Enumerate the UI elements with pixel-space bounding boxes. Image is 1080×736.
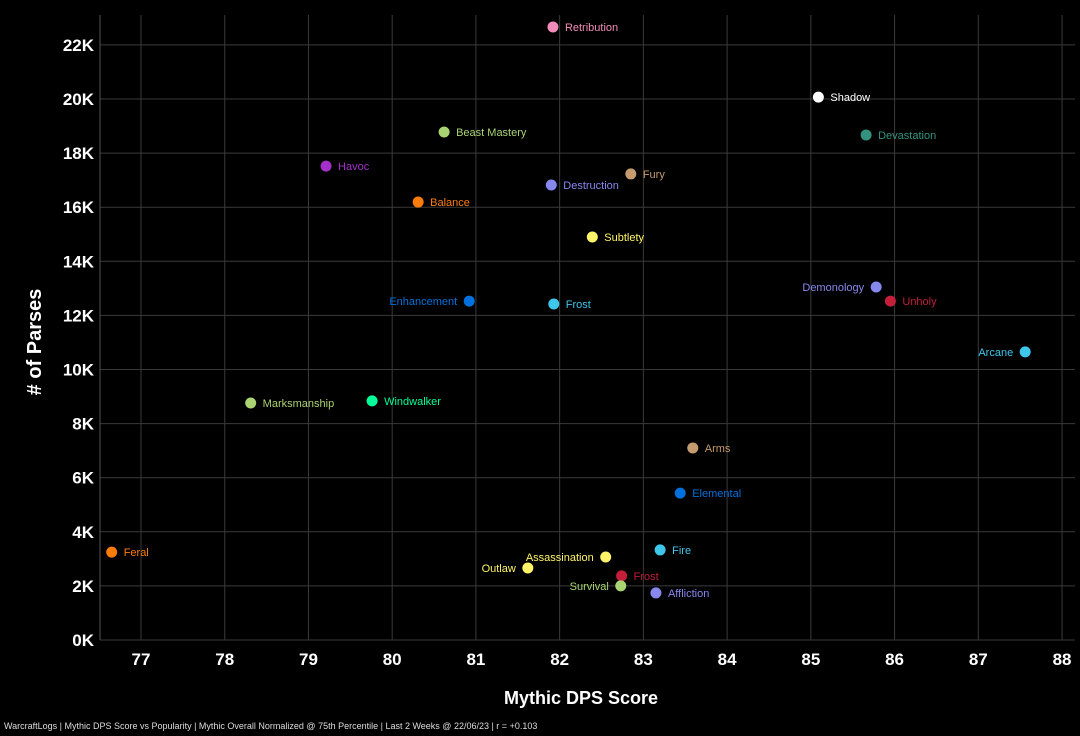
- data-label: Fire: [672, 545, 691, 557]
- data-label: Retribution: [565, 22, 618, 34]
- x-tick-label: 88: [1053, 650, 1072, 669]
- y-axis-title: # of Parses: [24, 289, 46, 396]
- data-label: Survival: [570, 581, 609, 593]
- data-point: [625, 168, 637, 180]
- data-point: [674, 487, 686, 499]
- data-point: [884, 295, 896, 307]
- y-tick-label: 0K: [72, 631, 94, 650]
- x-tick-label: 85: [801, 650, 820, 669]
- x-tick-label: 82: [550, 650, 569, 669]
- data-point: [812, 91, 824, 103]
- x-tick-label: 80: [383, 650, 402, 669]
- data-point: [650, 587, 662, 599]
- y-tick-label: 18K: [63, 144, 95, 163]
- y-tick-label: 2K: [72, 577, 94, 596]
- data-point: [615, 580, 627, 592]
- data-label: Assassination: [526, 552, 594, 564]
- data-label: Demonology: [802, 282, 864, 294]
- data-point: [586, 231, 598, 243]
- data-label: Frost: [566, 299, 591, 311]
- x-tick-label: 78: [215, 650, 234, 669]
- y-tick-label: 10K: [63, 361, 95, 380]
- data-point: [600, 551, 612, 563]
- data-label: Devastation: [878, 130, 936, 142]
- data-label: Destruction: [563, 180, 619, 192]
- data-point: [1019, 346, 1031, 358]
- x-tick-label: 86: [885, 650, 904, 669]
- y-tick-label: 4K: [72, 523, 94, 542]
- data-label: Subtlety: [604, 232, 644, 244]
- x-tick-label: 81: [466, 650, 485, 669]
- data-label: Shadow: [830, 92, 870, 104]
- data-label: Balance: [430, 197, 470, 209]
- data-label: Beast Mastery: [456, 127, 527, 139]
- data-point: [245, 397, 257, 409]
- data-label: Outlaw: [482, 563, 516, 575]
- data-label: Arms: [705, 443, 731, 455]
- data-label: Affliction: [668, 588, 709, 600]
- data-label: Fury: [643, 169, 666, 181]
- data-point: [320, 160, 332, 172]
- data-label: Elemental: [692, 488, 741, 500]
- x-tick-label: 84: [718, 650, 737, 669]
- y-tick-label: 22K: [63, 36, 95, 55]
- data-point: [870, 281, 882, 293]
- data-point: [545, 179, 557, 191]
- data-point: [463, 295, 475, 307]
- data-point: [860, 129, 872, 141]
- x-tick-label: 79: [299, 650, 318, 669]
- x-tick-label: 83: [634, 650, 653, 669]
- x-tick-label: 87: [969, 650, 988, 669]
- data-point: [366, 395, 378, 407]
- data-point: [616, 570, 628, 582]
- data-point: [438, 126, 450, 138]
- y-tick-label: 14K: [63, 252, 95, 271]
- data-point: [687, 442, 699, 454]
- data-point: [548, 298, 560, 310]
- data-point: [654, 544, 666, 556]
- chart-footer: WarcraftLogs | Mythic DPS Score vs Popul…: [4, 721, 538, 731]
- x-tick-label: 77: [132, 650, 151, 669]
- x-axis-title: Mythic DPS Score: [504, 688, 658, 708]
- y-tick-label: 8K: [72, 415, 94, 434]
- y-tick-label: 16K: [63, 198, 95, 217]
- data-point: [547, 21, 559, 33]
- y-tick-label: 20K: [63, 90, 95, 109]
- data-point: [106, 546, 118, 558]
- data-label: Windwalker: [384, 396, 441, 408]
- data-label: Arcane: [978, 347, 1013, 359]
- data-label: Enhancement: [389, 296, 457, 308]
- data-label: Frost: [634, 571, 659, 583]
- data-label: Unholy: [902, 296, 937, 308]
- data-label: Marksmanship: [263, 398, 335, 410]
- y-tick-label: 6K: [72, 469, 94, 488]
- data-label: Feral: [124, 547, 149, 559]
- data-point: [522, 562, 534, 574]
- y-tick-label: 12K: [63, 306, 95, 325]
- data-point: [412, 196, 424, 208]
- data-label: Havoc: [338, 161, 370, 173]
